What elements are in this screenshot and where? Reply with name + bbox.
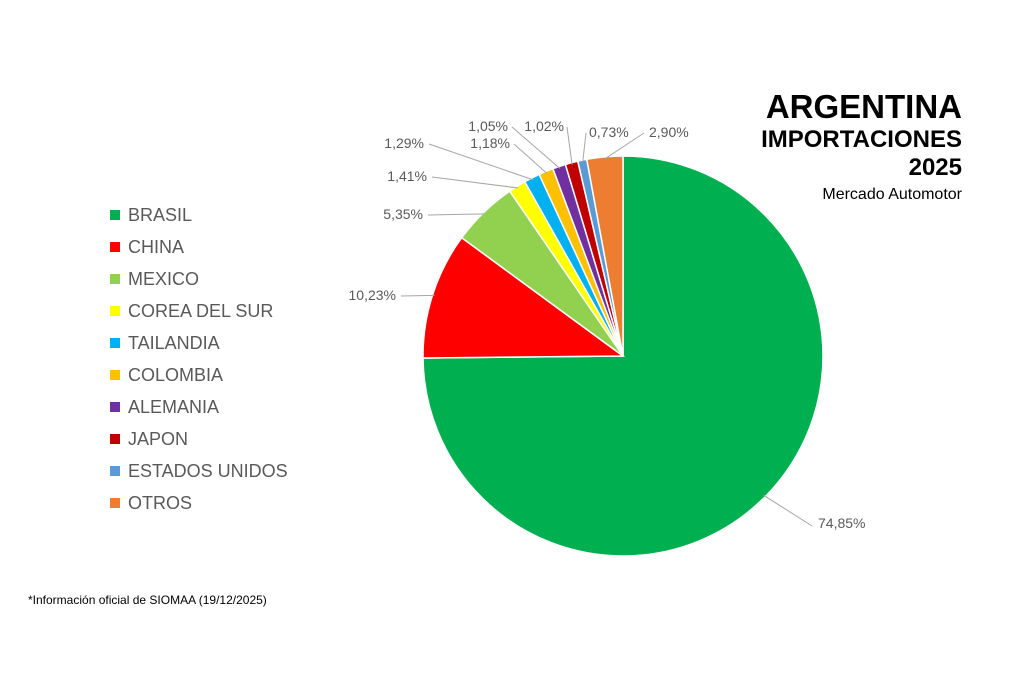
leader-line-alemania bbox=[511, 126, 561, 169]
data-label-alemania: 1,05% bbox=[468, 118, 508, 134]
data-label-brasil: 74,85% bbox=[818, 515, 865, 531]
chart-subtitle: IMPORTACIONES bbox=[761, 126, 962, 153]
legend-label: JAPON bbox=[128, 428, 189, 449]
legend-label: MEXICO bbox=[128, 268, 200, 289]
legend-label: COLOMBIA bbox=[128, 364, 224, 385]
legend-swatch bbox=[110, 370, 120, 380]
leader-line-tailandia bbox=[428, 143, 534, 181]
legend-swatch bbox=[110, 274, 120, 284]
legend-label: COREA DEL SUR bbox=[128, 300, 274, 321]
legend-label: OTROS bbox=[128, 492, 193, 513]
chart-year: 2025 bbox=[908, 154, 962, 181]
legend-item-colombia: COLOMBIA bbox=[110, 359, 288, 391]
legend-item-alemania: ALEMANIA bbox=[110, 391, 288, 423]
leader-line-otros bbox=[604, 132, 645, 160]
legend-item-estados-unidos: ESTADOS UNIDOS bbox=[110, 455, 288, 487]
leader-line-colombia bbox=[513, 143, 548, 174]
leader-line-corea-del-sur bbox=[431, 176, 519, 189]
label-leader-lines bbox=[400, 126, 813, 527]
legend-item-otros: OTROS bbox=[110, 487, 288, 519]
data-label-tailandia: 1,29% bbox=[384, 135, 424, 151]
chart-title: ARGENTINA bbox=[765, 88, 962, 125]
data-label-colombia: 1,18% bbox=[470, 135, 510, 151]
data-label-corea-del-sur: 1,41% bbox=[387, 168, 427, 184]
data-label-mexico: 5,35% bbox=[383, 206, 423, 222]
legend-swatch bbox=[110, 402, 120, 412]
pie-slices bbox=[422, 155, 824, 557]
data-label-china: 10,23% bbox=[349, 287, 396, 303]
legend-item-tailandia: TAILANDIA bbox=[110, 327, 288, 359]
chart-caption: Mercado Automotor bbox=[822, 186, 962, 203]
leader-line-brasil bbox=[763, 494, 813, 527]
legend-item-mexico: MEXICO bbox=[110, 263, 288, 295]
legend-label: BRASIL bbox=[128, 204, 193, 225]
leader-line-china bbox=[400, 294, 435, 297]
legend-swatch bbox=[110, 306, 120, 316]
legend-swatch bbox=[110, 466, 120, 476]
legend-item-china: CHINA bbox=[110, 231, 288, 263]
legend-label: TAILANDIA bbox=[128, 332, 220, 353]
data-label-estados-unidos: 0,73% bbox=[589, 124, 629, 140]
legend-swatch bbox=[110, 338, 120, 348]
legend-item-corea-del-sur: COREA DEL SUR bbox=[110, 295, 288, 327]
footnote: *Información oficial de SIOMAA (19/12/20… bbox=[28, 593, 267, 607]
legend-label: ALEMANIA bbox=[128, 396, 220, 417]
legend-swatch bbox=[110, 242, 120, 252]
leader-line-mexico bbox=[427, 213, 486, 216]
slice-labels: 74,85% 10,23% 5,35% 1,41% 1,29% 1,18%1,05% 1,0… bbox=[349, 118, 866, 531]
legend-label: CHINA bbox=[128, 236, 185, 257]
legend-swatch bbox=[110, 498, 120, 508]
leader-line-estados-unidos bbox=[582, 132, 587, 163]
leader-line-japon bbox=[566, 126, 573, 165]
legend-item-japon: JAPON bbox=[110, 423, 288, 455]
legend-label: ESTADOS UNIDOS bbox=[128, 460, 288, 481]
legend-item-brasil: BRASIL bbox=[110, 199, 288, 231]
data-label-otros: 2,90% bbox=[649, 124, 689, 140]
pie-slice-china bbox=[422, 236, 626, 359]
legend: BRASIL CHINA MEXICO COREA DEL SUR TAILANDIA C… bbox=[110, 199, 288, 519]
pie-slice-otros bbox=[585, 155, 624, 357]
data-label-japon: 1,02% bbox=[524, 118, 564, 134]
title-block: ARGENTINA IMPORTACIONES 2025 Mercado Aut… bbox=[761, 88, 962, 206]
legend-swatch bbox=[110, 434, 120, 444]
legend-swatch bbox=[110, 210, 120, 220]
